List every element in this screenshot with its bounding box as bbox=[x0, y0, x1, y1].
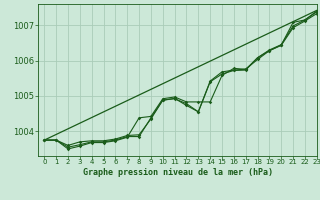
X-axis label: Graphe pression niveau de la mer (hPa): Graphe pression niveau de la mer (hPa) bbox=[83, 168, 273, 177]
